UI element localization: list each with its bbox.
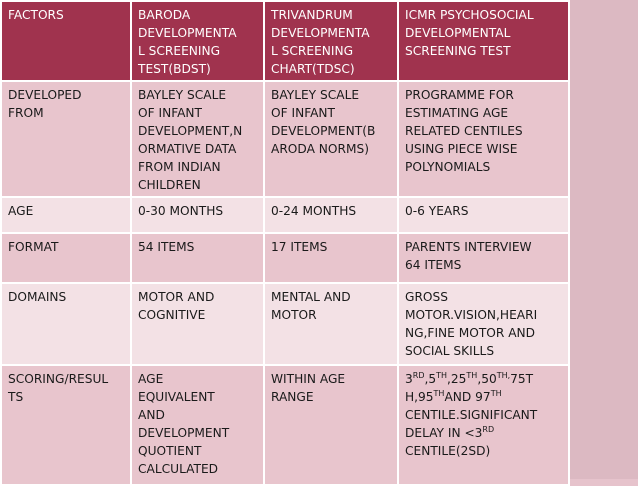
cell-text: 0-6 YEARS (405, 204, 469, 218)
cell-text: AGE (8, 204, 34, 218)
comparison-table: FACTORS BARODA DEVELOPMENTA L SCREENING … (0, 0, 570, 486)
table-cell: 0-6 YEARS (397, 196, 570, 234)
table-cell: MENTAL AND MOTOR (263, 282, 399, 366)
header-cell: TRIVANDRUM DEVELOPMENTA L SCREENING CHAR… (263, 0, 399, 82)
cell-text: MOTOR AND COGNITIVE (138, 290, 215, 322)
table-cell: 0-30 MONTHS (130, 196, 265, 234)
cell-text: FORMAT (8, 240, 59, 254)
text-run: 3 (405, 372, 413, 386)
table-cell: 3RD,5TH,25TH,50TH,75T H,95THAND 97TH CEN… (397, 364, 570, 486)
scoring-icmr-text: 3RD,5TH,25TH,50TH,75T H,95THAND 97TH CEN… (405, 371, 538, 459)
table-header-row: FACTORS BARODA DEVELOPMENTA L SCREENING … (0, 0, 570, 82)
cell-text: DEVELOPED FROM (8, 88, 82, 120)
header-cell: ICMR PSYCHOSOCIAL DEVELOPMENTAL SCREENIN… (397, 0, 570, 82)
table-cell: 54 ITEMS (130, 232, 265, 284)
table-cell: BAYLEY SCALE OF INFANT DEVELOPMENT,N ORM… (130, 80, 265, 198)
cell-text: 17 ITEMS (271, 240, 328, 254)
cell-text: PROGRAMME FOR ESTIMATING AGE RELATED CEN… (405, 88, 523, 174)
cell-text: BAYLEY SCALE OF INFANT DEVELOPMENT,N ORM… (138, 88, 243, 192)
text-run: AND 97 (444, 390, 491, 404)
cell-text: GROSS MOTOR.VISION,HEARI NG,FINE MOTOR A… (405, 290, 538, 358)
cell-text: 54 ITEMS (138, 240, 195, 254)
table-row: AGE 0-30 MONTHS 0-24 MONTHS 0-6 YEARS (0, 196, 570, 234)
table-cell: DEVELOPED FROM (0, 80, 132, 198)
table-cell: MOTOR AND COGNITIVE (130, 282, 265, 366)
table-row: DEVELOPED FROM BAYLEY SCALE OF INFANT DE… (0, 80, 570, 198)
superscript: TH (436, 371, 448, 380)
text-run: CENTILE.SIGNIFICANT DELAY IN <3 (405, 408, 538, 440)
header-cell: FACTORS (0, 0, 132, 82)
table-cell: 0-24 MONTHS (263, 196, 399, 234)
cell-text: PARENTS INTERVIEW 64 ITEMS (405, 240, 532, 272)
table-row: FORMAT 54 ITEMS 17 ITEMS PARENTS INTERVI… (0, 232, 570, 284)
table-cell: PARENTS INTERVIEW 64 ITEMS (397, 232, 570, 284)
slide-margin (570, 0, 638, 479)
cell-text: WITHIN AGE RANGE (271, 372, 346, 404)
superscript: TH, (496, 371, 511, 380)
table-cell: PROGRAMME FOR ESTIMATING AGE RELATED CEN… (397, 80, 570, 198)
header-tdsc: TRIVANDRUM DEVELOPMENTA L SCREENING CHAR… (271, 8, 370, 76)
table-cell: SCORING/RESUL TS (0, 364, 132, 486)
table-cell: 17 ITEMS (263, 232, 399, 284)
text-run: CENTILE(2SD) (405, 444, 491, 458)
table-cell: BAYLEY SCALE OF INFANT DEVELOPMENT(B ARO… (263, 80, 399, 198)
header-cell: BARODA DEVELOPMENTA L SCREENING TEST(BDS… (130, 0, 265, 82)
text-run: ,5 (424, 372, 437, 386)
table-cell: AGE EQUIVALENT AND DEVELOPMENT QUOTIENT … (130, 364, 265, 486)
superscript: RD (412, 371, 425, 380)
table-row: SCORING/RESUL TS AGE EQUIVALENT AND DEVE… (0, 364, 570, 486)
cell-text: 0-24 MONTHS (271, 204, 357, 218)
table-cell: FORMAT (0, 232, 132, 284)
cell-text: MENTAL AND MOTOR (271, 290, 351, 322)
superscript: TH (433, 389, 445, 398)
table-row: DOMAINS MOTOR AND COGNITIVE MENTAL AND M… (0, 282, 570, 366)
table-cell: AGE (0, 196, 132, 234)
header-bdst: BARODA DEVELOPMENTA L SCREENING TEST(BDS… (138, 8, 237, 76)
cell-text: DOMAINS (8, 290, 67, 304)
superscript: RD (482, 425, 495, 434)
table-cell: GROSS MOTOR.VISION,HEARI NG,FINE MOTOR A… (397, 282, 570, 366)
cell-text: SCORING/RESUL TS (8, 372, 109, 404)
cell-text: BAYLEY SCALE OF INFANT DEVELOPMENT(B ARO… (271, 88, 376, 156)
text-run: 75T H,95 (405, 372, 534, 404)
cell-text: 0-30 MONTHS (138, 204, 224, 218)
table-cell: WITHIN AGE RANGE (263, 364, 399, 486)
cell-text: AGE EQUIVALENT AND DEVELOPMENT QUOTIENT … (138, 372, 230, 476)
text-run: ,50 (477, 372, 497, 386)
superscript: TH (490, 389, 502, 398)
header-factors: FACTORS (8, 8, 64, 22)
header-icmr: ICMR PSYCHOSOCIAL DEVELOPMENTAL SCREENIN… (405, 8, 534, 58)
superscript: TH (466, 371, 478, 380)
table-cell: DOMAINS (0, 282, 132, 366)
text-run: ,25 (447, 372, 467, 386)
